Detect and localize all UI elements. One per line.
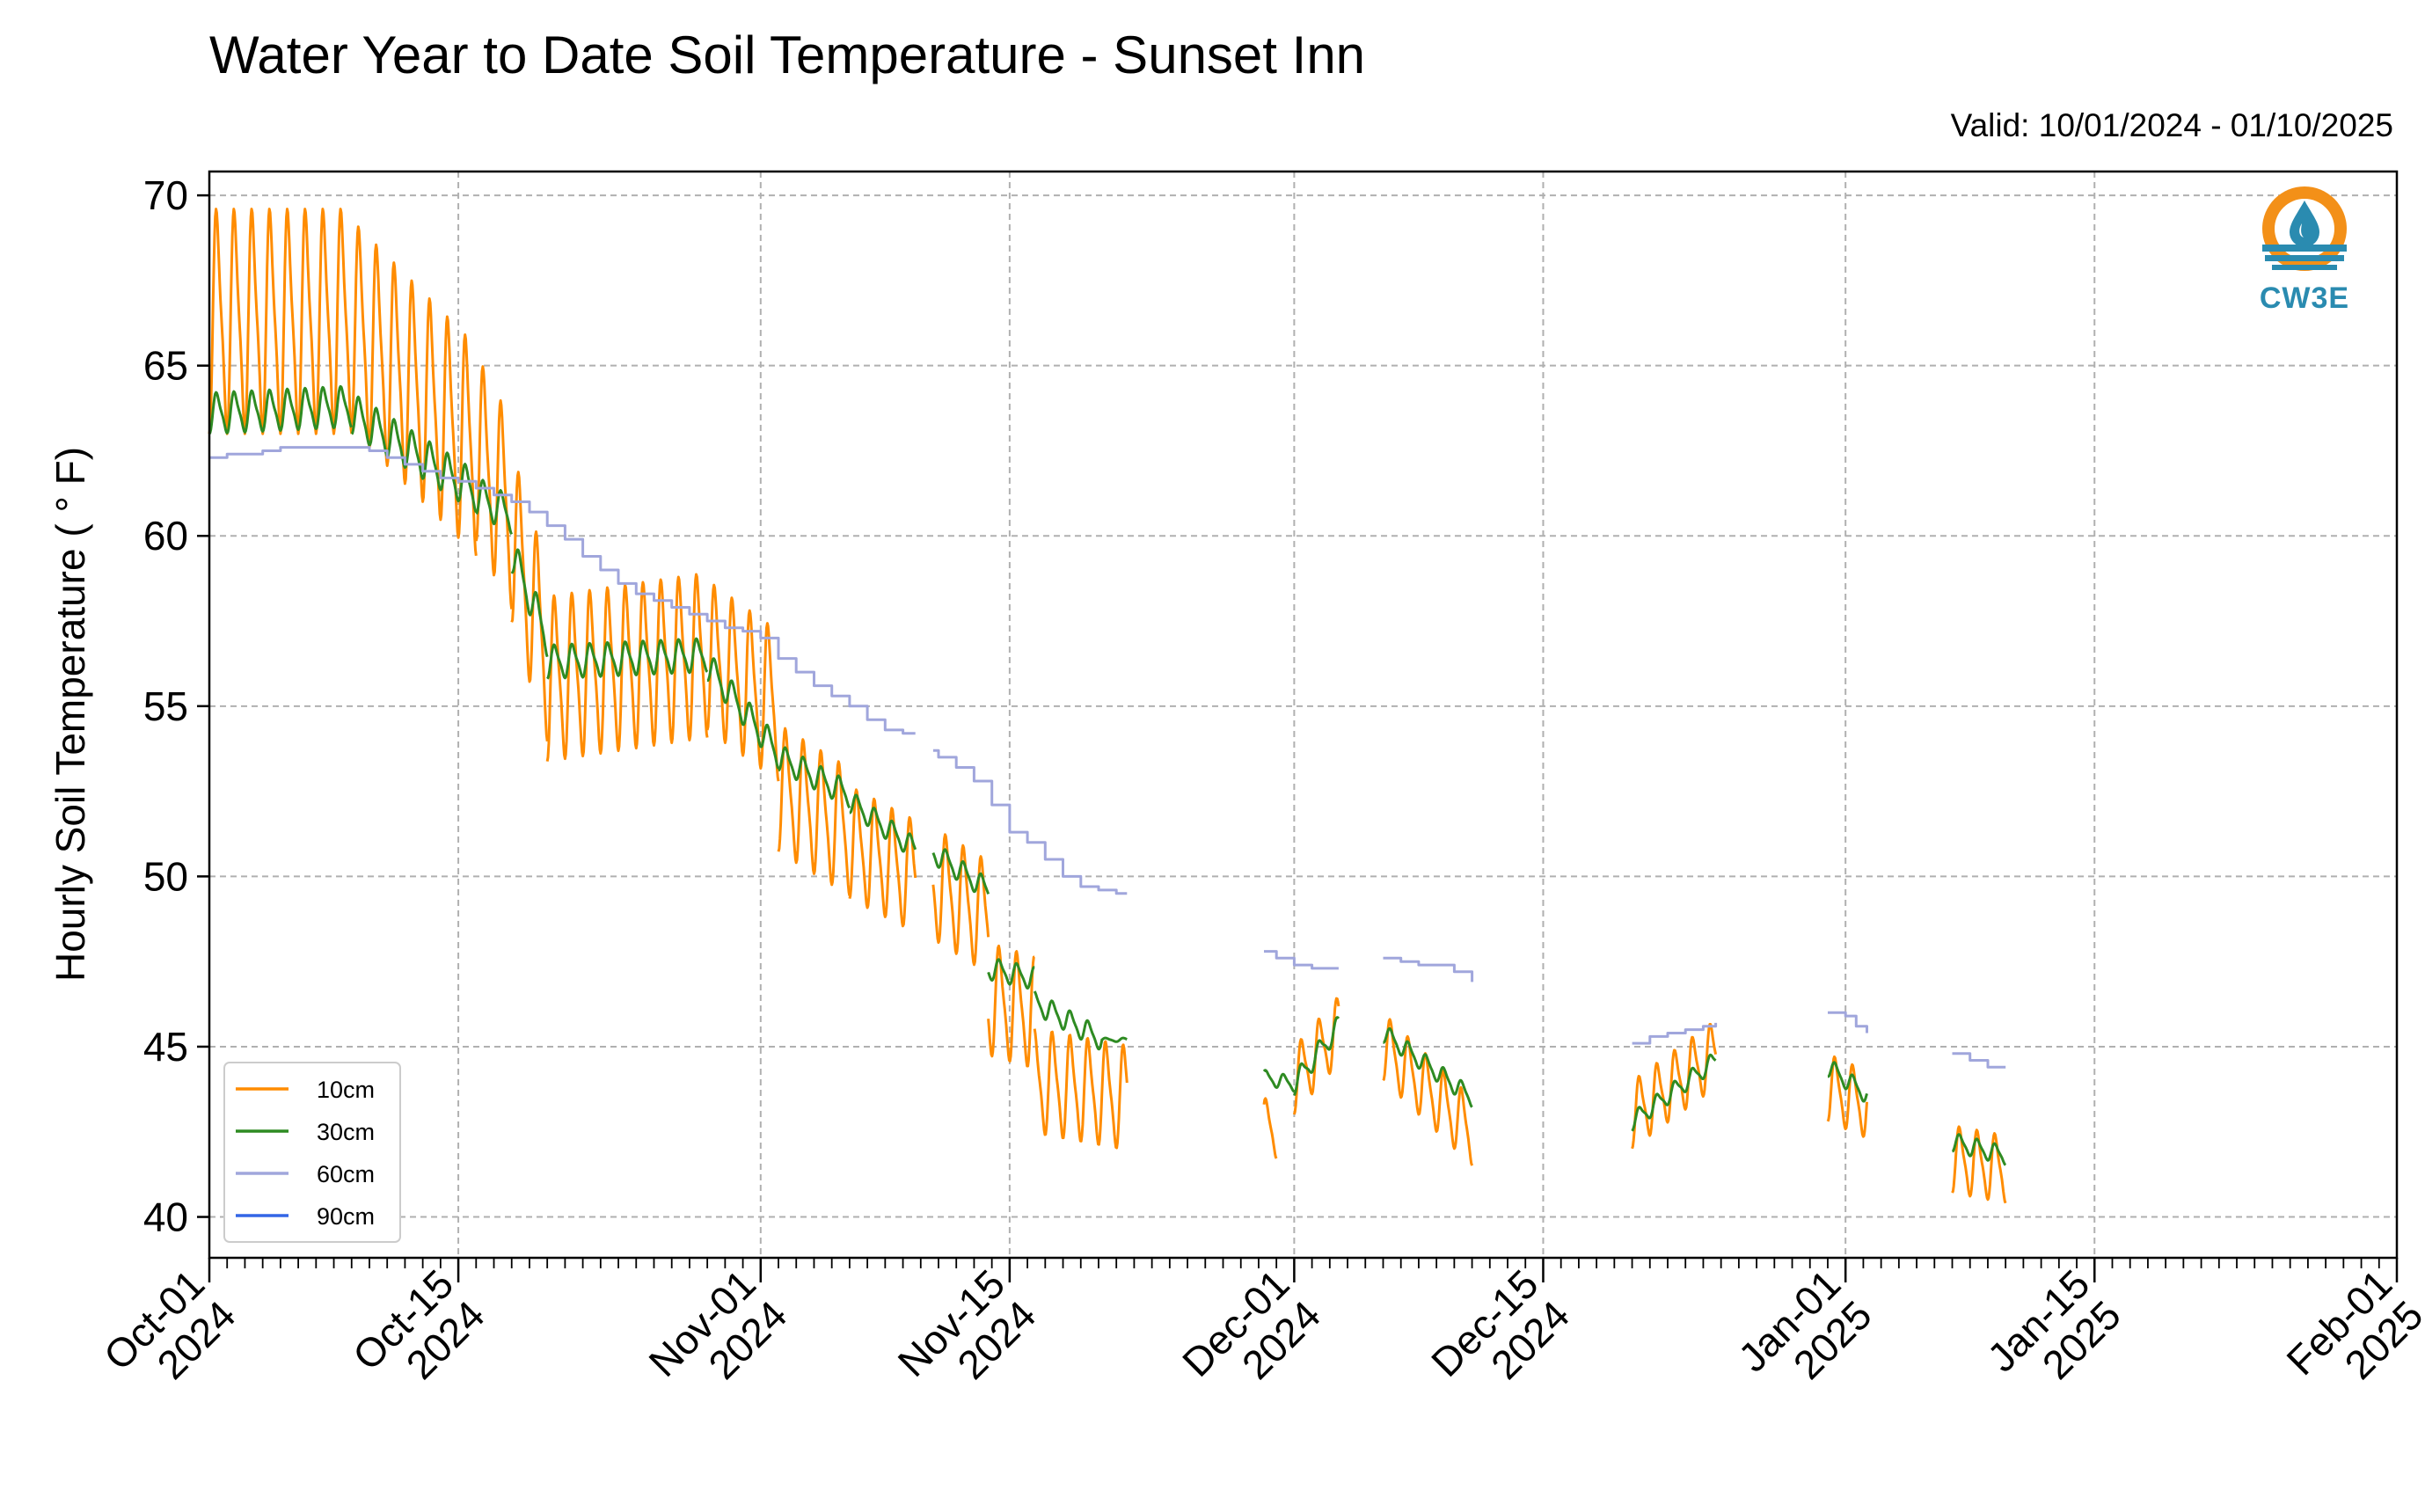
series-line-60cm	[932, 749, 1128, 895]
legend-label-10cm: 10cm	[317, 1077, 375, 1103]
series-line-30cm	[706, 657, 780, 770]
series-line-10cm	[777, 727, 851, 896]
cw3e-logo-icon	[2262, 186, 2347, 271]
series-line-10cm	[545, 573, 709, 762]
plot-frame	[208, 170, 2399, 1260]
logo-text: CW3E	[2259, 281, 2350, 315]
series-line-30cm	[1033, 990, 1104, 1051]
y-tick-label: 50	[143, 853, 188, 899]
axis-ticks	[197, 194, 2399, 1282]
legend-box	[223, 1062, 401, 1243]
series-line-60cm	[209, 446, 916, 735]
series-line-30cm	[778, 746, 851, 809]
series-line-30cm	[987, 958, 1035, 990]
series-line-10cm	[987, 944, 1035, 1068]
series-line-30cm	[1293, 1016, 1340, 1096]
series-line-30cm	[1101, 1036, 1128, 1043]
series-line-10cm	[1033, 1028, 1129, 1150]
series-line-60cm	[1264, 950, 1339, 970]
series-lines	[208, 208, 2007, 1204]
series-line-60cm	[1632, 1022, 1718, 1045]
legend: 10cm 30cm 60cm 90cm	[223, 1062, 401, 1243]
series-line-30cm	[1951, 1133, 2007, 1166]
series-line-10cm	[1262, 1097, 1278, 1159]
series-line-30cm	[350, 395, 478, 514]
series-line-30cm	[931, 848, 990, 895]
series-line-10cm	[848, 788, 917, 928]
series-line-10cm	[705, 583, 780, 782]
y-tick-label: 40	[143, 1194, 188, 1240]
chart-title: Water Year to Date Soil Temperature - Su…	[209, 26, 1366, 84]
y-tick-label: 65	[143, 343, 188, 389]
valid-date-range: Valid: 10/01/2024 - 01/10/2025	[1950, 107, 2393, 143]
y-axis-label: Hourly Soil Temperature ( ° F)	[47, 447, 93, 982]
series-line-10cm	[1826, 1055, 1868, 1138]
legend-label-30cm: 30cm	[317, 1119, 375, 1145]
series-line-10cm	[350, 225, 478, 556]
series-line-30cm	[1382, 1026, 1473, 1108]
series-line-30cm	[475, 478, 514, 536]
y-tick-label: 60	[143, 513, 188, 559]
series-line-10cm	[1292, 997, 1340, 1115]
series-line-30cm	[546, 637, 709, 680]
series-line-30cm	[510, 548, 549, 658]
series-line-30cm	[1827, 1061, 1868, 1103]
y-tick-label: 70	[143, 172, 188, 218]
series-line-60cm	[1383, 956, 1474, 982]
y-tick-label: 45	[143, 1024, 188, 1070]
series-line-30cm	[849, 793, 917, 853]
legend-label-60cm: 60cm	[317, 1161, 375, 1187]
series-line-10cm	[1382, 1018, 1474, 1166]
legend-label-90cm: 90cm	[317, 1203, 375, 1230]
series-line-60cm	[1828, 1011, 1868, 1034]
series-line-10cm	[931, 833, 990, 967]
series-line-60cm	[1952, 1052, 2006, 1069]
series-line-10cm	[208, 208, 354, 435]
y-tick-label: 55	[143, 683, 188, 729]
series-line-10cm	[474, 365, 514, 610]
series-line-30cm	[1631, 1053, 1717, 1132]
series-line-30cm	[208, 384, 353, 435]
series-line-30cm	[1262, 1069, 1296, 1093]
grid-lines	[208, 172, 2398, 1258]
